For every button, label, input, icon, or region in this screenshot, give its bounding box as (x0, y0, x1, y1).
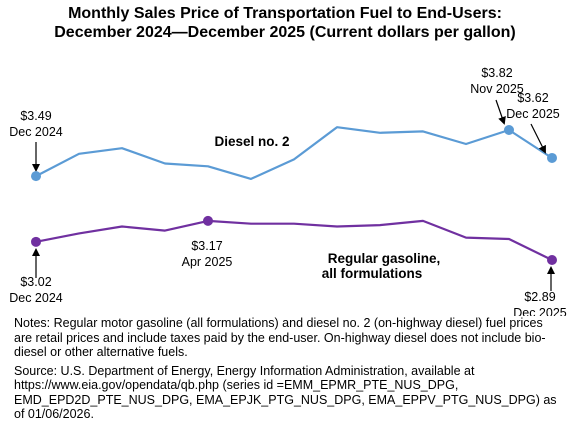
series-line-1 (35, 219, 553, 261)
source-text: Source: U.S. Department of Energy, Energ… (14, 363, 557, 422)
annotation-value-1: $3.82 (481, 66, 512, 80)
annotation-value-5: $2.89 (524, 290, 555, 304)
data-point-0-12 (547, 152, 557, 163)
data-point-0-11 (504, 125, 514, 135)
annotation-date-1: Nov 2025 (470, 82, 524, 96)
notes-text: Notes: Regular motor gasoline (all formu… (14, 316, 546, 359)
chart-title-line-2: December 2024—December 2025 (Current dol… (54, 24, 516, 41)
data-point-1-4 (203, 215, 213, 226)
notes-block: Notes: Regular motor gasoline (all formu… (14, 316, 562, 426)
data-point-1-12 (547, 255, 557, 265)
annotation-value-4: $3.17 (191, 239, 222, 253)
line-chart: Diesel no. 2 Regular gasoline,all formula… (9, 66, 567, 316)
series-label-diesel: Diesel no. 2 (214, 134, 289, 149)
series-label-gasoline-line-1: Regular gasoline, (328, 251, 441, 266)
series-line-0 (35, 126, 553, 180)
annotation-date-2: Dec 2025 (506, 107, 560, 121)
annotation-date-0: Dec 2024 (9, 125, 63, 139)
annotation-value-3: $3.02 (20, 275, 51, 289)
annotation-date-4: Apr 2025 (182, 255, 233, 269)
chart-title: Monthly Sales Price of Transportation Fu… (0, 4, 570, 42)
annotation-date-3: Dec 2024 (9, 291, 63, 305)
annotation-arrow-2 (530, 123, 546, 154)
data-point-0-0 (31, 171, 41, 182)
annotation-arrow-1 (495, 99, 506, 125)
series-label-gasoline-line-2: all formulations (322, 266, 423, 281)
annotation-value-0: $3.49 (20, 109, 51, 123)
annotation-date-5: Dec 2025 (513, 306, 567, 316)
data-point-1-0 (31, 236, 41, 247)
annotation-value-2: $3.62 (517, 91, 548, 105)
chart-title-line-1: Monthly Sales Price of Transportation Fu… (68, 5, 502, 22)
